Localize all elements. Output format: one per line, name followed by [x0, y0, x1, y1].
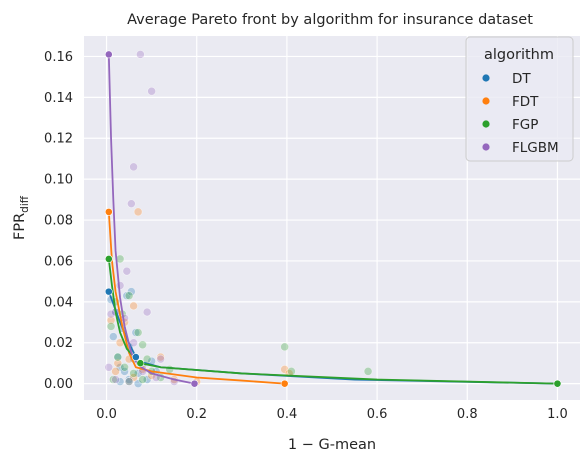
front-marker-fdt [104, 207, 113, 216]
cloud-point-flgbm [106, 309, 116, 319]
cloud-point-dt [127, 287, 136, 296]
cloud-point-fgp [133, 328, 143, 337]
cloud-point-fgp [120, 362, 129, 372]
cloud-point-fgp [109, 375, 118, 384]
cloud-point-fgp [113, 352, 123, 362]
cloud-point-fdt [129, 301, 138, 311]
y-tick-label: 0.12 [44, 132, 73, 147]
front-line-flgbm [107, 53, 196, 385]
cloud-point-dt [109, 332, 118, 341]
y-tick-label: 0.10 [44, 173, 73, 188]
front-marker-dt [131, 353, 140, 361]
grid-lines [84, 36, 580, 400]
y-axis-label-main: FPR [12, 213, 28, 240]
y-tick-label: 0.14 [44, 91, 73, 106]
cloud-point-flgbm [111, 375, 120, 384]
cloud-point-fgp [142, 354, 152, 364]
scatter-cloud [104, 50, 373, 388]
cloud-point-flgbm [142, 307, 152, 317]
legend-item-flgbm: FLGBM [482, 140, 559, 156]
cloud-point-fgp [363, 367, 373, 376]
cloud-point-dt [124, 375, 134, 384]
legend-marker-flgbm [482, 143, 490, 151]
cloud-point-fgp [138, 375, 147, 384]
cloud-point-fgp [280, 342, 289, 352]
front-marker-fgp [136, 359, 145, 368]
cloud-point-fgp [287, 367, 296, 376]
x-tick-label: 0.0 [96, 407, 117, 422]
legend: algorithm DT FDT FGP FLGBM [465, 36, 574, 162]
x-tick-label: 0.4 [277, 407, 298, 422]
x-axis-label: 1 − G-mean [288, 437, 376, 453]
cloud-point-flgbm [136, 50, 145, 59]
x-tick-label: 1.0 [547, 407, 568, 422]
cloud-point-fgp [129, 369, 138, 378]
cloud-point-flgbm [124, 377, 134, 386]
cloud-point-fgp [124, 291, 134, 301]
cloud-point-flgbm [156, 354, 165, 364]
legend-label-fdt: FDT [512, 94, 539, 110]
y-tick-label: 0.06 [44, 254, 73, 269]
y-tick-label: 0.08 [44, 214, 73, 229]
legend-item-dt: DT [482, 71, 531, 87]
cloud-point-fgp [106, 322, 116, 331]
cloud-point-dt [115, 377, 125, 386]
cloud-point-fgp [165, 365, 174, 374]
cloud-point-flgbm [122, 266, 132, 276]
legend-item-fgp: FGP [482, 117, 538, 133]
legend-items: DT FDT FGP FLGBM [482, 71, 559, 156]
legend-marker-dt [482, 74, 490, 82]
cloud-point-flgbm [115, 281, 125, 290]
x-tick-label: 0.2 [186, 407, 207, 422]
legend-box [465, 36, 574, 162]
legend-item-fdt: FDT [482, 94, 539, 110]
cloud-point-flgbm [129, 162, 138, 172]
legend-label-dt: DT [512, 71, 531, 87]
chart-title: Average Pareto front by algorithm for in… [127, 12, 533, 28]
y-tick-label: 0.04 [44, 295, 73, 310]
y-tick-label: 0.16 [44, 50, 73, 65]
cloud-point-flgbm [127, 199, 136, 208]
front-line-fdt [107, 210, 286, 385]
cloud-point-fdt [113, 358, 123, 368]
front-marker-fgp [104, 254, 113, 263]
cloud-point-dt [131, 328, 141, 337]
front-marker-fgp [553, 379, 562, 388]
legend-marker-fdt [482, 97, 490, 105]
legend-label-fgp: FGP [512, 117, 538, 133]
y-axis-label-subscript: diff [19, 195, 31, 213]
cloud-point-flgbm [104, 362, 114, 372]
y-tick-label: 0.02 [44, 336, 73, 351]
legend-title: algorithm [484, 47, 554, 63]
x-tick-labels: 0.0 0.2 0.4 0.6 0.8 1.0 [96, 407, 568, 422]
cloud-point-fdt [106, 315, 116, 325]
cloud-point-fdt [156, 352, 165, 362]
y-tick-label: 0.00 [44, 377, 73, 392]
x-tick-label: 0.6 [367, 407, 388, 422]
front-marker-dt [104, 287, 113, 296]
front-marker-flgbm [104, 50, 113, 59]
cloud-point-flgbm [147, 86, 156, 96]
cloud-point-fgp [138, 340, 147, 350]
x-tick-label: 0.8 [457, 407, 478, 422]
y-tick-labels: 0.00 0.02 0.04 0.06 0.08 0.10 0.12 0.14 0.16 [44, 50, 73, 392]
legend-label-flgbm: FLGBM [512, 140, 559, 156]
front-marker-flgbm [190, 379, 199, 388]
y-axis-label: FPRdiff [12, 195, 31, 240]
cloud-point-fdt [133, 207, 143, 217]
legend-marker-fgp [482, 120, 490, 128]
pareto-front-markers [104, 50, 562, 388]
front-marker-fdt [280, 379, 289, 388]
